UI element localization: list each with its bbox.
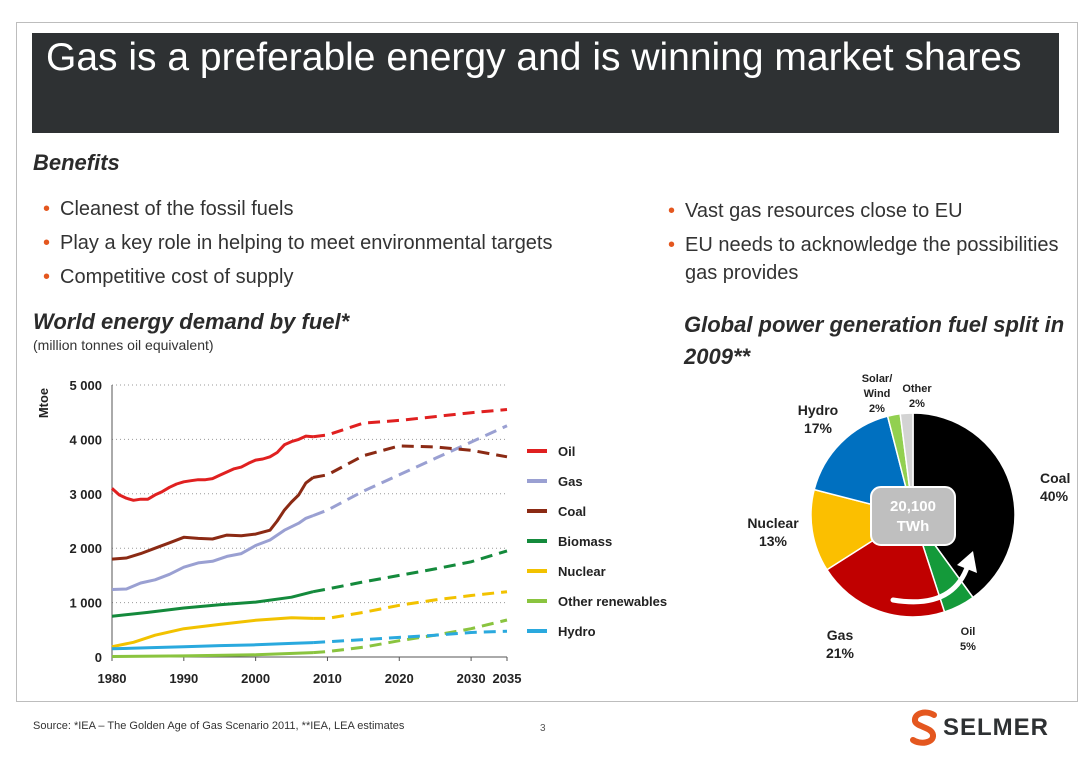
pie-chart: Coal 40% Oil 5% Gas 21% Nuclear 13% Hydro 17% Sola… [747, 373, 1070, 661]
slide-title: Gas is a preferable energy and is winnin… [46, 36, 1022, 79]
series-line-projection [312, 618, 508, 655]
selmer-logo: SELMER [908, 708, 1068, 748]
benefits-list-right: Vast gas resources close to EU EU needs … [668, 197, 1068, 293]
series-line-historical [111, 641, 314, 651]
pie-label-value: 2% [869, 403, 885, 415]
series-line-projection [312, 424, 508, 518]
series-line-projection [313, 629, 508, 645]
growth-arrow [890, 562, 971, 605]
center-badge [870, 486, 956, 546]
y-tick-label: 4 000 [69, 432, 102, 447]
growth-arrow-head [957, 551, 977, 573]
page-number: 3 [540, 723, 546, 734]
y-tick-label: 5 000 [69, 378, 102, 393]
pie-label-value: 5% [960, 641, 976, 653]
bullet-item: Play a key role in helping to meet envir… [43, 231, 683, 255]
legend-label: Hydro [558, 624, 596, 639]
series-line-projection [312, 408, 508, 439]
pie-label-value: 13% [759, 533, 788, 549]
center-label: 20,100 [890, 498, 936, 515]
x-tick-label: 2035 [493, 671, 522, 686]
x-tick-label: 2010 [313, 671, 342, 686]
x-tick-label: 2020 [385, 671, 414, 686]
series-line-historical [111, 616, 314, 649]
slide-frame [16, 22, 1078, 702]
y-tick-label: 3 000 [69, 487, 102, 502]
series-line-historical [111, 476, 314, 561]
legend-label: Oil [558, 444, 575, 459]
series-line-projection [312, 549, 508, 594]
x-tick-label: 2000 [241, 671, 270, 686]
series-line-historical [111, 514, 314, 591]
series-line-historical [111, 590, 314, 618]
benefits-heading: Benefits [33, 150, 120, 175]
pie-label-value: 2% [909, 398, 925, 410]
bullet-item: EU needs to acknowledge the possibilitie… [668, 231, 1068, 287]
benefits-list-left: Cleanest of the fossil fuels Play a key … [43, 197, 683, 299]
line-chart-subtitle: (million tonnes oil equivalent) [33, 337, 214, 353]
title-bar [32, 33, 1059, 133]
selmer-s-icon [910, 709, 937, 746]
y-tick-label: 2 000 [69, 541, 102, 556]
pie-chart-title: Global power generation fuel split in 20… [684, 312, 1065, 369]
center-label: TWh [897, 518, 929, 535]
pie-label-name: Nuclear [747, 515, 799, 531]
series-line-projection [312, 444, 508, 479]
series-line-historical [110, 434, 314, 502]
source-note: Source: *IEA – The Golden Age of Gas Sce… [33, 720, 405, 732]
pie-label-value: 40% [1040, 488, 1069, 504]
pie-slice [912, 412, 1016, 599]
bullet-item: Competitive cost of supply [43, 265, 683, 289]
pie-label-name: Gas [827, 627, 854, 643]
y-axis-label: Mtoe [36, 388, 51, 418]
logo-text: SELMER [943, 714, 1050, 741]
series-line-projection [313, 590, 508, 620]
pie-label-name: Wind [864, 388, 891, 400]
pie-label-name: Solar/ [862, 373, 893, 385]
legend-label: Coal [558, 504, 586, 519]
legend-label: Biomass [558, 534, 612, 549]
x-tick-label: 2030 [457, 671, 486, 686]
pie-label-value: 17% [804, 420, 833, 436]
pie-label-name: Oil [961, 626, 976, 638]
y-tick-label: 1 000 [69, 596, 102, 611]
series-line-historical [111, 651, 314, 658]
x-tick-label: 1980 [98, 671, 127, 686]
pie-label-name: Hydro [798, 402, 838, 418]
line-chart: 0 1 000 2 000 3 000 4 000 5 000 1980 1990 2000 20… [36, 378, 667, 686]
legend-label: Other renewables [558, 594, 667, 609]
legend-label: Nuclear [558, 564, 606, 579]
pie-label-name: Coal [1040, 470, 1070, 486]
legend-label: Gas [558, 474, 583, 489]
bullet-item: Cleanest of the fossil fuels [43, 197, 683, 221]
pie-label-name: Other [902, 383, 932, 395]
pie-label-value: 21% [826, 645, 855, 661]
bullet-item: Vast gas resources close to EU [668, 197, 1068, 225]
line-chart-title: World energy demand by fuel* [33, 309, 350, 334]
x-tick-label: 1990 [169, 671, 198, 686]
y-tick-label: 0 [95, 650, 102, 665]
